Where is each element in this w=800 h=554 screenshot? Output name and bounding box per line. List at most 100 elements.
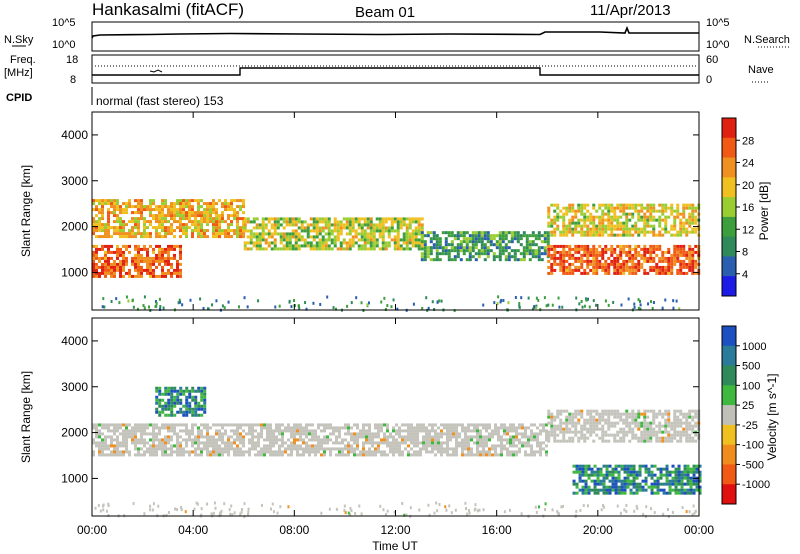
range-cell — [679, 424, 683, 428]
range-cell — [533, 438, 536, 442]
range-cell — [323, 450, 326, 454]
range-cell — [504, 231, 508, 235]
range-cell — [459, 258, 463, 262]
range-cell — [581, 479, 585, 483]
range-cell — [122, 432, 125, 436]
range-cell — [629, 464, 633, 468]
range-cell — [369, 244, 373, 248]
range-cell — [613, 436, 617, 440]
range-cell — [631, 427, 635, 431]
range-cell — [255, 244, 259, 248]
range-cell — [434, 435, 437, 439]
range-cell — [443, 441, 446, 445]
range-cell — [604, 409, 608, 413]
range-cell — [173, 211, 176, 215]
range-cell — [568, 439, 572, 443]
range-cell — [592, 262, 596, 266]
range-cell — [294, 223, 298, 227]
range-cell — [203, 232, 206, 236]
range-cell — [161, 199, 164, 203]
range-cell — [691, 215, 695, 219]
range-cell — [477, 240, 481, 244]
range-cell — [227, 441, 230, 445]
range-cell — [686, 464, 690, 468]
range-cell — [655, 415, 659, 419]
range-cell — [691, 259, 695, 263]
range-cell — [504, 234, 508, 238]
range-cell — [498, 246, 502, 250]
range-cell — [486, 255, 490, 259]
range-cell — [404, 441, 407, 445]
range-cell — [197, 441, 200, 445]
range-cell — [342, 226, 346, 230]
range-cell — [691, 256, 695, 260]
range-cell — [270, 217, 274, 221]
range-cell — [616, 415, 620, 419]
range-cell — [146, 441, 149, 445]
range-cell — [152, 214, 155, 218]
range-cell — [203, 441, 206, 445]
range-cell — [518, 432, 521, 436]
range-cell — [646, 421, 650, 425]
range-cell — [311, 432, 314, 436]
range-cell — [425, 426, 428, 430]
range-cell — [521, 432, 524, 436]
range-cell — [607, 203, 611, 207]
range-cell — [291, 229, 295, 233]
range-cell — [185, 395, 189, 399]
range-cell — [227, 232, 230, 236]
range-cell — [164, 220, 167, 224]
range-cell — [634, 271, 638, 275]
colorbar-swatch — [722, 197, 736, 218]
range-cell — [366, 223, 370, 227]
range-cell — [598, 427, 602, 431]
range-cell — [506, 438, 509, 442]
range-cell — [191, 232, 194, 236]
range-cell — [332, 441, 335, 445]
range-cell — [113, 205, 116, 209]
range-cell — [562, 268, 566, 272]
range-cell — [140, 199, 143, 203]
range-cell — [658, 256, 662, 260]
range-cell — [623, 467, 627, 471]
range-cell — [363, 238, 367, 242]
range-cell — [580, 233, 584, 237]
range-cell — [417, 241, 421, 245]
range-cell — [604, 212, 608, 216]
range-cell — [631, 412, 635, 416]
range-cell — [479, 429, 482, 433]
range-cell — [471, 243, 475, 247]
range-cell — [402, 247, 406, 251]
range-cell — [125, 262, 128, 266]
range-cell — [553, 439, 557, 443]
range-cell — [593, 470, 597, 474]
range-cell — [679, 253, 683, 257]
range-cell — [137, 211, 140, 215]
range-cell — [194, 441, 197, 445]
range-cell — [320, 453, 323, 457]
range-cell — [236, 199, 239, 203]
range-cell — [182, 392, 186, 396]
range-cell — [92, 250, 95, 254]
range-cell — [308, 450, 311, 454]
range-cell — [116, 232, 119, 236]
range-cell — [350, 450, 353, 454]
power-ylabel: Slant Range [km] — [19, 165, 33, 257]
range-cell — [375, 241, 379, 245]
range-cell — [374, 447, 377, 451]
range-cell — [622, 430, 626, 434]
range-cell — [452, 423, 455, 427]
range-cell — [528, 246, 532, 250]
range-cell — [568, 244, 572, 248]
range-cell — [470, 447, 473, 451]
range-cell — [176, 398, 180, 402]
range-cell — [589, 418, 593, 422]
range-cell — [661, 430, 665, 434]
range-cell — [288, 220, 292, 224]
range-cell — [410, 426, 413, 430]
range-cell — [631, 259, 635, 263]
range-cell — [243, 241, 247, 245]
range-cell — [556, 206, 560, 210]
range-cell — [363, 244, 367, 248]
range-cell — [212, 441, 215, 445]
